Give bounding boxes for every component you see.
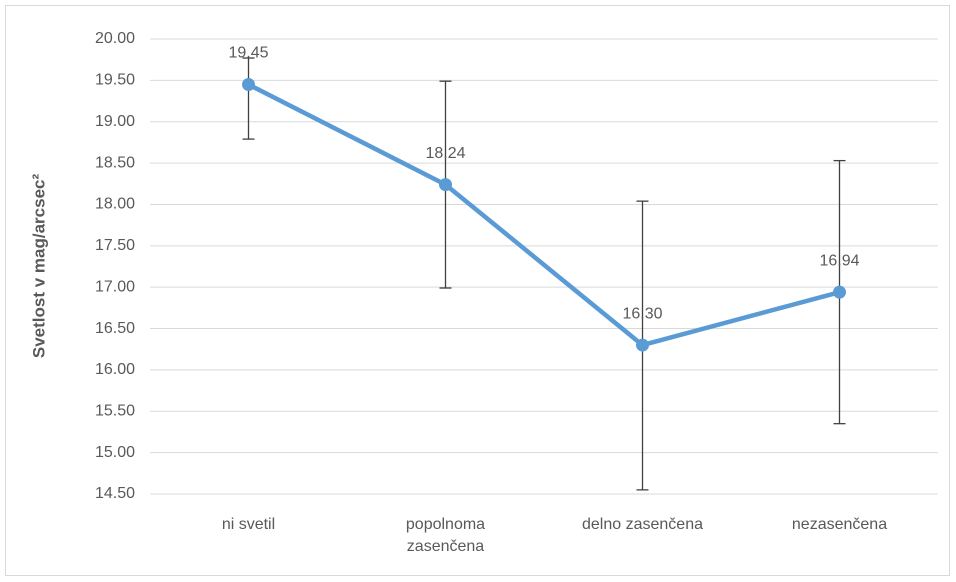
marker xyxy=(636,338,649,352)
data-label: 18.24 xyxy=(425,145,465,162)
y-tick-label: 20.00 xyxy=(95,30,135,47)
y-tick-label: 17.50 xyxy=(95,237,135,254)
y-tick-label: 18.00 xyxy=(95,196,135,213)
x-tick-label: delno zasenčena xyxy=(582,516,703,533)
x-tick-label: nezasenčena xyxy=(791,516,888,533)
y-axis-title: Svetlost v mag/arcsec² xyxy=(29,174,48,359)
chart-border xyxy=(5,5,950,576)
data-label: 19.45 xyxy=(228,45,268,62)
y-tick-label: 16.00 xyxy=(95,361,135,378)
x-tick-label: ni svetil xyxy=(221,516,276,533)
y-tick-label: 14.50 xyxy=(95,485,135,502)
marker xyxy=(833,285,846,299)
y-tick-label: 15.50 xyxy=(95,402,135,419)
y-tick-label: 16.50 xyxy=(95,320,135,337)
y-tick-label: 19.50 xyxy=(95,72,135,89)
data-label: 16.30 xyxy=(622,305,662,322)
y-tick-label: 15.00 xyxy=(95,444,135,461)
x-tick-label: popolnoma zasenčena xyxy=(405,516,486,555)
y-tick-label: 17.00 xyxy=(95,278,135,295)
marker xyxy=(242,78,255,91)
line xyxy=(247,82,841,348)
marker xyxy=(439,178,452,192)
y-tick-label: 18.50 xyxy=(95,154,135,171)
data-label: 16.94 xyxy=(819,252,859,269)
y-tick-label: 19.00 xyxy=(95,113,135,130)
